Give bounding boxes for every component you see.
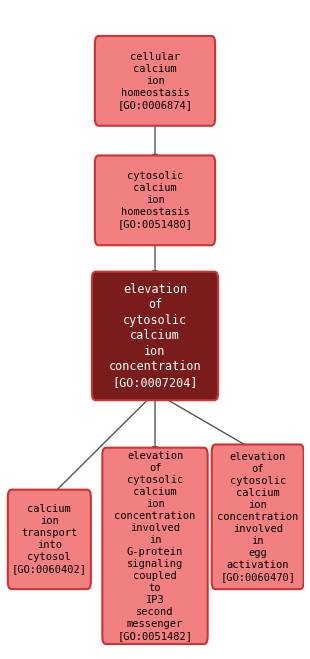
Text: cellular
calcium
ion
homeostasis
[GO:0006874]: cellular calcium ion homeostasis [GO:000… [117, 52, 193, 110]
Text: cytosolic
calcium
ion
homeostasis
[GO:0051480]: cytosolic calcium ion homeostasis [GO:00… [117, 171, 193, 229]
FancyBboxPatch shape [102, 447, 208, 644]
FancyBboxPatch shape [95, 156, 215, 245]
Text: elevation
of
cytosolic
calcium
ion
concentration
involved
in
G-protein
signaling: elevation of cytosolic calcium ion conce… [114, 451, 196, 641]
FancyBboxPatch shape [212, 444, 304, 589]
Text: elevation
of
cytosolic
calcium
ion
concentration
[GO:0007204]: elevation of cytosolic calcium ion conce… [109, 283, 201, 389]
FancyBboxPatch shape [8, 490, 91, 589]
FancyBboxPatch shape [95, 36, 215, 126]
Text: elevation
of
cytosolic
calcium
ion
concentration
involved
in
egg
activation
[GO:: elevation of cytosolic calcium ion conce… [217, 452, 298, 582]
Text: calcium
ion
transport
into
cytosol
[GO:0060402]: calcium ion transport into cytosol [GO:0… [12, 504, 87, 575]
FancyBboxPatch shape [92, 272, 218, 400]
